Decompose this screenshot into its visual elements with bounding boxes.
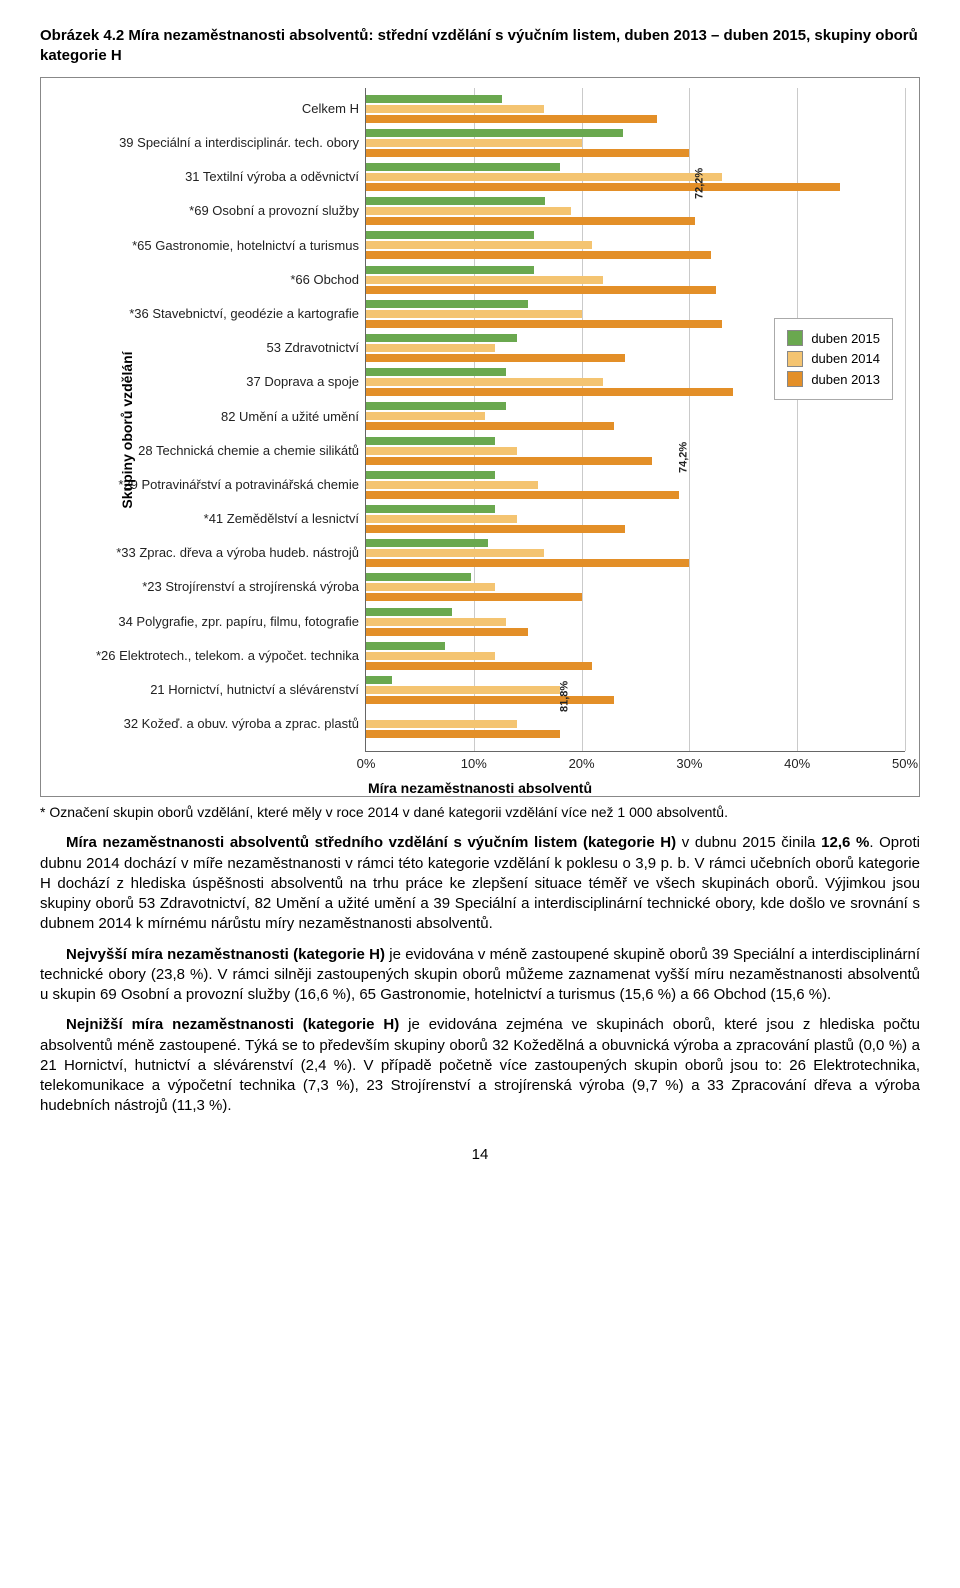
bar-annotation: 81,8%	[558, 681, 573, 712]
category-label: 34 Polygrafie, zpr. papíru, filmu, fotog…	[75, 604, 365, 638]
bar	[366, 471, 495, 479]
bar	[366, 662, 592, 670]
bar	[366, 628, 528, 636]
bar	[366, 515, 517, 523]
bar	[366, 241, 592, 249]
bar	[366, 266, 534, 274]
category-label: 31 Textilní výroba a oděvnictví	[75, 160, 365, 194]
x-axis-title: Míra nezaměstnanosti absolventů	[368, 779, 592, 798]
bar	[366, 696, 614, 704]
bar	[366, 583, 495, 591]
y-axis-title: Skupiny oborů vzdělání	[118, 351, 137, 508]
bar	[366, 652, 495, 660]
bar	[366, 573, 471, 581]
category-label: 21 Hornictví, hutnictví a slévárenství	[75, 673, 365, 707]
bar	[366, 402, 506, 410]
bar	[366, 730, 560, 738]
category-label: 32 Kožeď. a obuv. výroba a zprac. plastů	[75, 707, 365, 741]
bar	[366, 505, 495, 513]
bar	[366, 720, 517, 728]
bar	[366, 217, 695, 225]
paragraph: Nejvyšší míra nezaměstnanosti (kategorie…	[40, 945, 920, 1006]
category-label: *65 Gastronomie, hotelnictví a turismus	[75, 228, 365, 262]
bar	[366, 457, 652, 465]
bar	[366, 320, 722, 328]
bar	[366, 105, 544, 113]
bar	[366, 559, 689, 567]
bar	[366, 642, 445, 650]
bar	[366, 173, 722, 181]
x-tick: 40%	[784, 751, 810, 773]
category-label: *36 Stavebnictví, geodézie a kartografie	[75, 297, 365, 331]
bar	[366, 286, 716, 294]
bar	[366, 549, 544, 557]
bar	[366, 368, 506, 376]
bar	[366, 300, 528, 308]
bar	[366, 437, 495, 445]
bar	[366, 95, 502, 103]
bar	[366, 139, 582, 147]
bar	[366, 491, 679, 499]
bar	[366, 676, 392, 684]
legend-item: duben 2014	[787, 350, 880, 368]
bar	[366, 231, 534, 239]
bar-annotation: 72,2%	[693, 168, 708, 199]
legend-item: duben 2015	[787, 330, 880, 348]
bar	[366, 593, 582, 601]
bar	[366, 251, 711, 259]
bar	[366, 481, 538, 489]
paragraph: Míra nezaměstnanosti absolventů středníh…	[40, 833, 920, 934]
figure-title: Obrázek 4.2 Míra nezaměstnanosti absolve…	[40, 26, 920, 67]
x-tick: 10%	[461, 751, 487, 773]
category-label: 39 Speciální a interdisciplinár. tech. o…	[75, 126, 365, 160]
bar	[366, 115, 657, 123]
category-label: *23 Strojírenství a strojírenská výroba	[75, 570, 365, 604]
bar	[366, 447, 517, 455]
x-tick: 50%	[892, 751, 918, 773]
bar	[366, 686, 560, 694]
x-tick: 0%	[357, 751, 376, 773]
bar	[366, 163, 560, 171]
bar	[366, 388, 733, 396]
category-label: *69 Osobní a provozní služby	[75, 194, 365, 228]
bar	[366, 525, 625, 533]
bar	[366, 183, 840, 191]
bar	[366, 149, 689, 157]
bar	[366, 276, 603, 284]
bar	[366, 608, 452, 616]
bar	[366, 539, 488, 547]
bar	[366, 378, 603, 386]
bar	[366, 422, 614, 430]
legend-item: duben 2013	[787, 371, 880, 389]
bar	[366, 618, 506, 626]
bar-annotation: 74,2%	[677, 441, 692, 472]
plot-area: 0%10%20%30%40%50%72,2%74,2%81,8%	[365, 88, 905, 752]
x-tick: 30%	[676, 751, 702, 773]
chart-frame: Skupiny oborů vzdělání Celkem H39 Speciá…	[40, 77, 920, 797]
bar	[366, 197, 545, 205]
bar	[366, 207, 571, 215]
category-label: *33 Zprac. dřeva a výroba hudeb. nástroj…	[75, 536, 365, 570]
bar	[366, 310, 582, 318]
category-label: *66 Obchod	[75, 262, 365, 296]
paragraph: Nejnižší míra nezaměstnanosti (kategorie…	[40, 1015, 920, 1116]
bar	[366, 354, 625, 362]
category-label: *26 Elektrotech., telekom. a výpočet. te…	[75, 639, 365, 673]
x-tick: 20%	[569, 751, 595, 773]
chart-footnote: * Označení skupin oborů vzdělání, které …	[40, 803, 920, 822]
body-text: Míra nezaměstnanosti absolventů středníh…	[40, 833, 920, 1116]
legend: duben 2015 duben 2014 duben 2013	[774, 318, 893, 401]
category-label: Celkem H	[75, 92, 365, 126]
page-number: 14	[40, 1145, 920, 1165]
bar	[366, 334, 517, 342]
bar	[366, 412, 485, 420]
bar	[366, 344, 495, 352]
bar	[366, 129, 623, 137]
